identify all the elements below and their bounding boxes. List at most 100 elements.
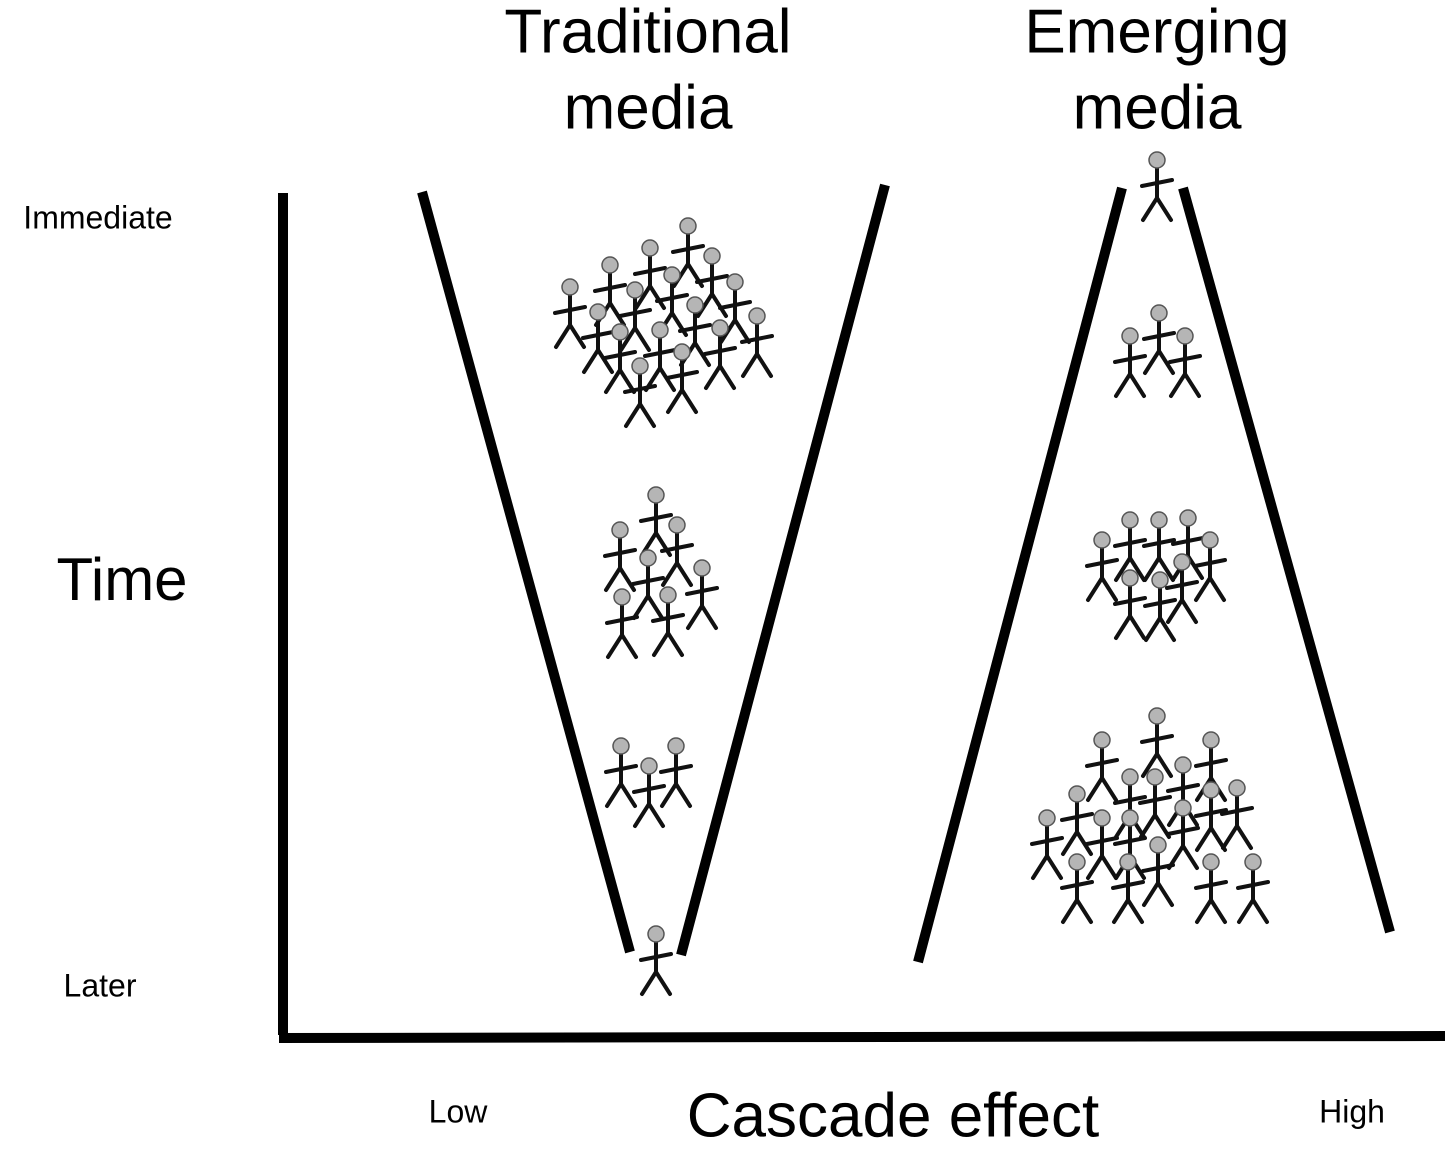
head <box>1244 853 1262 871</box>
leg <box>666 631 684 657</box>
head <box>679 217 697 235</box>
leg <box>1061 830 1079 856</box>
head <box>1150 304 1168 322</box>
leg <box>1075 830 1093 856</box>
arms <box>1140 734 1174 744</box>
head <box>641 239 659 257</box>
stick-figure <box>1168 327 1202 398</box>
stick-figure <box>639 925 673 996</box>
leg <box>1183 372 1201 398</box>
funnel-edge <box>913 186 1127 964</box>
funnel-edge <box>417 190 635 954</box>
stick-figure <box>703 319 737 390</box>
stick-figure <box>1141 836 1175 907</box>
arms <box>1236 880 1270 890</box>
leg <box>648 284 666 310</box>
leg <box>1195 826 1213 852</box>
arms <box>603 548 637 558</box>
head <box>1121 768 1139 786</box>
stick-figure <box>605 588 639 659</box>
leg <box>704 364 722 390</box>
stick-figure <box>643 321 677 392</box>
leg <box>1157 556 1175 582</box>
arms <box>639 513 673 523</box>
leg <box>633 326 651 352</box>
funnel-edge <box>1178 186 1395 934</box>
head <box>589 303 607 321</box>
head <box>1121 809 1139 827</box>
leg <box>718 364 736 390</box>
x-axis <box>278 1031 1445 1043</box>
arms <box>1168 354 1202 364</box>
arms <box>1113 596 1147 606</box>
x-low-label: Low <box>429 1093 489 1129</box>
head <box>1148 707 1166 725</box>
leg <box>582 348 600 374</box>
head <box>1068 785 1086 803</box>
arms <box>1193 558 1227 568</box>
head <box>1093 809 1111 827</box>
leg <box>693 341 711 367</box>
leg <box>606 633 624 659</box>
leg <box>1075 898 1093 924</box>
leg <box>1180 598 1198 624</box>
leg <box>1209 826 1227 852</box>
leg <box>1045 854 1063 880</box>
arms <box>685 586 719 596</box>
head <box>639 549 657 567</box>
arms <box>1194 880 1228 890</box>
stick-figure <box>1140 707 1174 778</box>
arms <box>1142 538 1176 548</box>
stick-figure <box>1060 853 1094 924</box>
arms <box>1220 806 1254 816</box>
stick-figure <box>1085 809 1119 880</box>
arms <box>1166 783 1200 793</box>
leg <box>1209 898 1227 924</box>
leg <box>1181 844 1199 870</box>
leg <box>1166 598 1184 624</box>
head <box>1121 327 1139 345</box>
leg <box>666 388 684 414</box>
arms <box>1085 836 1119 846</box>
leg <box>680 388 698 414</box>
leg <box>1237 898 1255 924</box>
arms <box>1113 836 1147 846</box>
leg <box>675 561 693 587</box>
arms <box>1111 880 1145 890</box>
head <box>663 266 681 284</box>
leg <box>1112 898 1130 924</box>
leg <box>733 318 751 344</box>
leg <box>604 368 622 394</box>
leg <box>638 402 656 428</box>
head <box>659 586 677 604</box>
y-bottom-label: Later <box>64 967 137 1003</box>
arms <box>1143 598 1177 608</box>
head <box>1151 571 1169 589</box>
head <box>1121 569 1139 587</box>
leg <box>608 301 626 327</box>
leg <box>1061 898 1079 924</box>
funnel-edge <box>676 183 890 957</box>
leg <box>710 292 728 318</box>
x-axis-label: Cascade effect <box>687 1081 1099 1150</box>
arms <box>1138 795 1172 805</box>
arms <box>603 350 637 360</box>
head <box>561 278 579 296</box>
head <box>1068 853 1086 871</box>
arms <box>671 244 705 254</box>
people <box>553 151 1270 996</box>
leg <box>633 802 651 828</box>
stick-figure <box>632 757 666 828</box>
head <box>686 296 704 314</box>
head <box>601 256 619 274</box>
head <box>693 559 711 577</box>
head <box>647 925 665 943</box>
panel-title: Traditional <box>504 0 791 66</box>
arms <box>740 334 774 344</box>
stick-figure <box>740 307 774 378</box>
stick-figure <box>659 737 693 808</box>
y-top-label: Immediate <box>23 199 172 235</box>
leg <box>1086 776 1104 802</box>
leg <box>1114 372 1132 398</box>
arms <box>1194 758 1228 768</box>
